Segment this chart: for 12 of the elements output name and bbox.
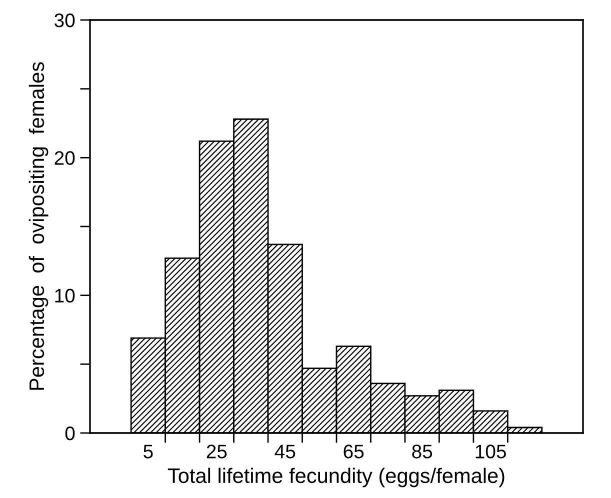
x-tick-label: 105 bbox=[476, 444, 506, 458]
y-tick-label: 20 bbox=[54, 151, 75, 165]
y-tick-label: 30 bbox=[54, 13, 75, 28]
x-tick-label: 85 bbox=[412, 444, 432, 458]
x-tick-label: 5 bbox=[144, 444, 153, 458]
y-tick-label: 0 bbox=[65, 426, 75, 440]
x-tick-label: 45 bbox=[274, 444, 296, 458]
x-tick-label: 25 bbox=[206, 444, 227, 458]
y-tick-label: 10 bbox=[55, 288, 75, 303]
x-tick-label: 65 bbox=[344, 444, 364, 458]
y-axis-title: Percentage of ovipositing females bbox=[28, 62, 48, 390]
x-axis-title: Total lifetime fecundity (eggs/female) bbox=[168, 468, 504, 488]
